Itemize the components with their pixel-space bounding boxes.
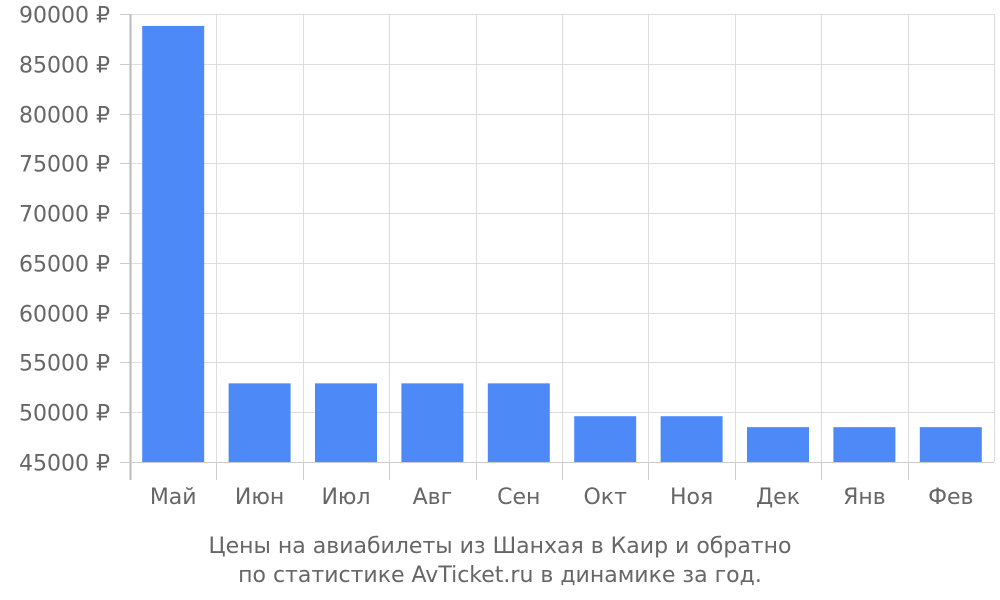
grid-lines — [130, 14, 995, 463]
bar — [142, 25, 205, 463]
x-tick-label: Янв — [843, 485, 886, 510]
y-tick-label: 90000 ₽ — [19, 4, 110, 29]
bar — [660, 416, 723, 462]
y-tick-labels: 90000 ₽ 85000 ₽ 80000 ₽ 75000 ₽ 70000 ₽ 65000… — [19, 4, 110, 477]
x-tick-label: Фев — [928, 485, 973, 510]
y-tick-label: 75000 ₽ — [19, 153, 110, 178]
y-tick-label: 45000 ₽ — [19, 452, 110, 477]
y-tick-label: 60000 ₽ — [19, 303, 110, 328]
bar — [228, 383, 291, 462]
bar — [919, 427, 982, 462]
chart-caption-line-2: по статистике AvTicket.ru в динамике за … — [238, 563, 762, 588]
axes — [120, 14, 994, 480]
y-tick-label: 55000 ₽ — [19, 352, 110, 377]
x-tick-label: Май — [150, 485, 197, 510]
bar — [574, 416, 637, 462]
x-tick-label: Сен — [497, 485, 540, 510]
bar — [401, 383, 464, 462]
x-tick-label: Ноя — [670, 485, 713, 510]
bar — [833, 427, 896, 462]
x-tick-label: Июн — [235, 485, 284, 510]
x-tick-label: Окт — [583, 485, 627, 510]
x-tick-label: Дек — [756, 485, 800, 510]
x-tick-labels: Май Июн Июл Авг Сен Окт Ноя Дек Янв Фев — [150, 485, 974, 510]
bar — [487, 383, 550, 462]
y-tick-label: 50000 ₽ — [19, 402, 110, 427]
y-tick-label: 85000 ₽ — [19, 54, 110, 79]
x-tick-label: Июл — [321, 485, 370, 510]
y-tick-label: 65000 ₽ — [19, 253, 110, 278]
y-tick-label: 80000 ₽ — [19, 104, 110, 129]
bars — [142, 25, 982, 463]
chart-caption-line-1: Цены на авиабилеты из Шанхая в Каир и об… — [208, 534, 792, 559]
y-tick-label: 70000 ₽ — [19, 203, 110, 228]
bar — [315, 383, 377, 462]
bar — [747, 427, 809, 462]
x-tick-label: Авг — [413, 485, 453, 510]
